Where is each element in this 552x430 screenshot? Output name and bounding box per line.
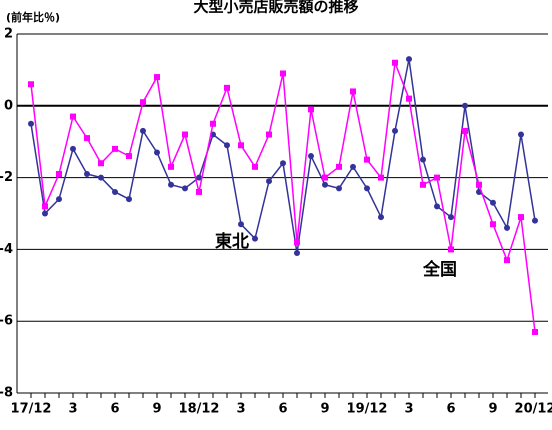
point	[392, 127, 398, 134]
point	[434, 203, 440, 210]
y-tick-label: -8	[0, 386, 13, 401]
point	[350, 163, 356, 170]
point	[336, 185, 342, 192]
x-tick-label: 9	[488, 402, 497, 417]
point	[378, 214, 384, 221]
point	[532, 328, 538, 335]
point	[154, 74, 160, 81]
y-tick-label: 0	[4, 98, 13, 113]
point	[322, 181, 328, 188]
y-tick-label: -2	[0, 170, 13, 185]
point	[420, 156, 426, 163]
series-line	[30, 62, 536, 333]
point	[182, 185, 188, 192]
point	[56, 171, 62, 178]
point	[98, 174, 104, 181]
point	[266, 178, 272, 185]
point	[406, 95, 412, 102]
x-tick-label: 6	[446, 402, 455, 417]
point	[70, 145, 76, 152]
point	[476, 181, 482, 188]
point	[196, 188, 202, 195]
point	[84, 135, 90, 142]
point	[28, 120, 34, 127]
point	[406, 56, 412, 63]
point	[364, 156, 370, 163]
point	[532, 217, 538, 224]
point	[364, 185, 370, 192]
point	[448, 246, 454, 253]
point	[252, 235, 258, 242]
point	[462, 127, 468, 134]
x-tick-label: 17/12	[11, 402, 52, 417]
point	[126, 153, 132, 160]
point	[294, 249, 300, 256]
y-axis-label: (前年比％)	[6, 10, 60, 24]
series-line	[30, 58, 536, 254]
point	[84, 171, 90, 178]
point	[98, 160, 104, 167]
point	[308, 106, 314, 113]
point	[266, 131, 272, 138]
point	[168, 163, 174, 170]
point	[168, 181, 174, 188]
x-tick-label: 20/12	[515, 402, 552, 417]
y-tick-label: -4	[0, 242, 13, 257]
x-tick-label: 3	[68, 402, 77, 417]
point	[154, 149, 160, 156]
series-label: 東北	[215, 231, 249, 252]
y-tick-label: -6	[0, 314, 13, 329]
point	[56, 196, 62, 203]
point	[504, 257, 510, 264]
point	[322, 174, 328, 181]
point	[42, 210, 48, 217]
x-tick-label: 6	[110, 402, 119, 417]
x-tick-label: 19/12	[347, 402, 388, 417]
point	[238, 221, 244, 228]
point	[294, 239, 300, 246]
point	[126, 196, 132, 203]
point	[182, 131, 188, 138]
point	[336, 163, 342, 170]
point	[392, 59, 398, 66]
series-label: 全国	[422, 259, 457, 280]
x-tick-label: 9	[152, 402, 161, 417]
chart-title: 大型小売店販売額の推移	[193, 0, 358, 16]
x-tick-label: 3	[236, 402, 245, 417]
point	[490, 221, 496, 228]
point	[434, 174, 440, 181]
x-tick-label: 6	[278, 402, 287, 417]
x-tick-label: 3	[404, 402, 413, 417]
point	[238, 142, 244, 149]
point	[490, 199, 496, 206]
point	[196, 174, 202, 181]
x-tick-label: 9	[320, 402, 329, 417]
point	[252, 163, 258, 170]
point	[28, 81, 34, 88]
point	[280, 160, 286, 167]
point	[420, 181, 426, 188]
point	[140, 99, 146, 106]
point	[224, 142, 230, 149]
point	[504, 224, 510, 231]
point	[448, 214, 454, 221]
point	[112, 145, 118, 152]
point	[518, 214, 524, 221]
point	[70, 113, 76, 120]
x-tick-label: 18/12	[179, 402, 220, 417]
point	[210, 120, 216, 127]
point	[280, 70, 286, 77]
point	[224, 84, 230, 91]
point	[42, 203, 48, 210]
point	[462, 102, 468, 109]
point	[518, 131, 524, 138]
point	[350, 88, 356, 95]
point	[140, 127, 146, 134]
point	[308, 153, 314, 160]
y-tick-label: 2	[4, 27, 13, 42]
point	[112, 188, 118, 195]
point	[378, 174, 384, 181]
